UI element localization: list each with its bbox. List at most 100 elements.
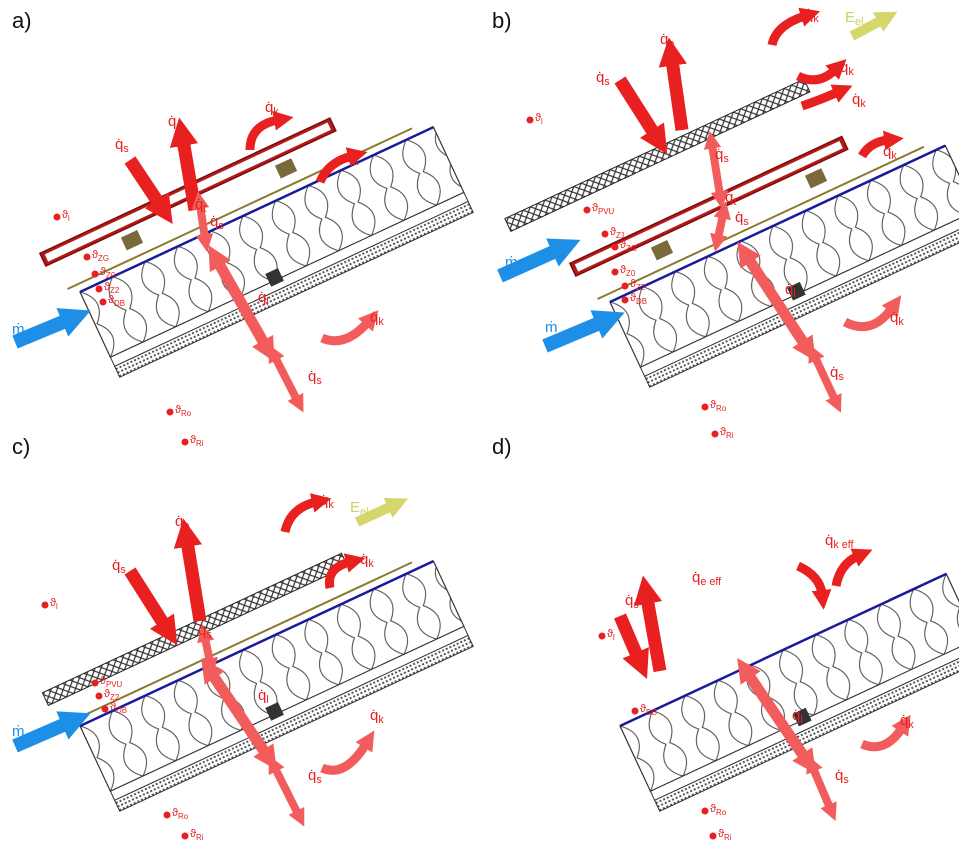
label-subscript: k (378, 316, 384, 328)
label-symbol: q̇ (112, 557, 120, 574)
flow-label: ϑRi (720, 426, 734, 440)
label-symbol: E (350, 499, 360, 516)
label-symbol: q̇ (852, 91, 860, 108)
label-subscript: DB (116, 706, 127, 715)
label-symbol: q̇ (792, 707, 800, 724)
label-symbol: q̇ (660, 31, 668, 48)
flow-label: q̇k (370, 707, 384, 726)
label-subscript: s (206, 629, 212, 641)
label-symbol: ṁ (545, 319, 558, 336)
label-subscript: Ri (724, 833, 732, 842)
label-subscript: l (541, 117, 543, 126)
batten (121, 230, 143, 250)
label-subscript: s eff (633, 599, 654, 611)
label-subscript: s (316, 774, 322, 786)
label-symbol: q̇ (890, 309, 898, 326)
batten (805, 168, 827, 188)
flow-label: q̇s (735, 209, 749, 228)
pv-module (505, 79, 810, 231)
flow-label: ϑRi (190, 828, 204, 842)
flow-label: q̇k (805, 6, 819, 25)
label-symbol: q̇ (830, 364, 838, 381)
flow-arrow (187, 541, 200, 621)
flow-label: q̇k (852, 91, 866, 110)
flow-label: q̇s eff (625, 592, 655, 611)
label-subscript: Ri (196, 833, 204, 842)
label-subscript: k eff (833, 539, 854, 551)
flow-label: ϑZ0 (620, 264, 636, 278)
label-symbol: q̇ (308, 368, 316, 385)
sensor-dot (96, 693, 103, 700)
flow-label: q̇s (308, 368, 322, 387)
label-symbol: q̇ (175, 513, 183, 530)
flow-label: q̇k (265, 99, 279, 118)
batten (651, 240, 673, 260)
sensor-dot (584, 207, 591, 214)
flow-label: ϑl (62, 209, 70, 223)
flow-arrow (329, 562, 350, 588)
flow-label: q̇k (320, 492, 334, 511)
label-symbol: q̇ (725, 189, 733, 206)
flow-arrow (718, 215, 723, 238)
flow-label: ϑRi (718, 828, 732, 842)
label-symbol: ṁ (12, 321, 25, 338)
flow-label: q̇k (840, 59, 854, 78)
sensor-dot (702, 404, 709, 411)
flow-arrow (285, 502, 316, 532)
label-subscript: l (800, 714, 802, 726)
flow-label: ϑZG (92, 249, 109, 263)
flow-label: q̇s (596, 69, 610, 88)
label-subscript: e (183, 520, 189, 532)
label-symbol: q̇ (883, 143, 891, 160)
label-subscript: DB (114, 299, 125, 308)
label-subscript: k (328, 499, 334, 511)
label-symbol: q̇ (198, 622, 206, 639)
flow-label: q̇s (308, 767, 322, 786)
label-symbol: q̇ (825, 532, 833, 549)
label-subscript: el. (855, 16, 866, 28)
flow-label: q̇e (660, 31, 674, 50)
flow-label: ϑl (535, 112, 543, 126)
flow-label: q̇k (370, 309, 384, 328)
sensor-dot (100, 299, 107, 306)
flow-label: ϑRo (710, 803, 727, 817)
label-subscript: k (860, 98, 866, 110)
sensor-dot (599, 633, 606, 640)
flow-arrow (275, 768, 298, 814)
flow-arrow (813, 768, 830, 808)
label-subscript: l (56, 602, 58, 611)
sensor-dot (632, 708, 639, 715)
panel-label: b) (492, 8, 512, 33)
batten (275, 158, 297, 178)
label-subscript: s (120, 564, 126, 576)
label-symbol: q̇ (840, 59, 848, 76)
flow-label: ṁ (12, 321, 25, 338)
label-subscript: k (353, 156, 359, 168)
label-subscript: Z2 (636, 283, 645, 292)
flow-label: q̇e (168, 113, 182, 132)
panel-label: d) (492, 434, 512, 459)
label-subscript: e eff (700, 576, 722, 588)
label-symbol: q̇ (735, 209, 743, 226)
sensor-dot (622, 297, 629, 304)
label-symbol: q̇ (258, 289, 266, 306)
sensor-dot (602, 231, 609, 238)
label-subscript: el. (360, 506, 371, 518)
label-subscript: s (843, 774, 849, 786)
flow-label: q̇t (195, 196, 206, 215)
label-subscript: l (613, 633, 615, 642)
label-subscript: e (668, 38, 674, 50)
label-symbol: q̇ (258, 687, 266, 704)
flow-arrow (205, 638, 210, 662)
flow-label: q̇k (360, 551, 374, 570)
label-symbol: q̇ (785, 281, 793, 298)
flow-label: ϑl (50, 597, 58, 611)
flow-arrow (845, 308, 892, 327)
roof (505, 37, 959, 413)
roof (620, 574, 959, 811)
label-subscript: ZG (98, 254, 109, 263)
label-symbol: q̇ (345, 149, 353, 166)
sensor-dot (612, 269, 619, 276)
flow-label: q̇k (883, 143, 897, 162)
sensor-dot (54, 214, 61, 221)
